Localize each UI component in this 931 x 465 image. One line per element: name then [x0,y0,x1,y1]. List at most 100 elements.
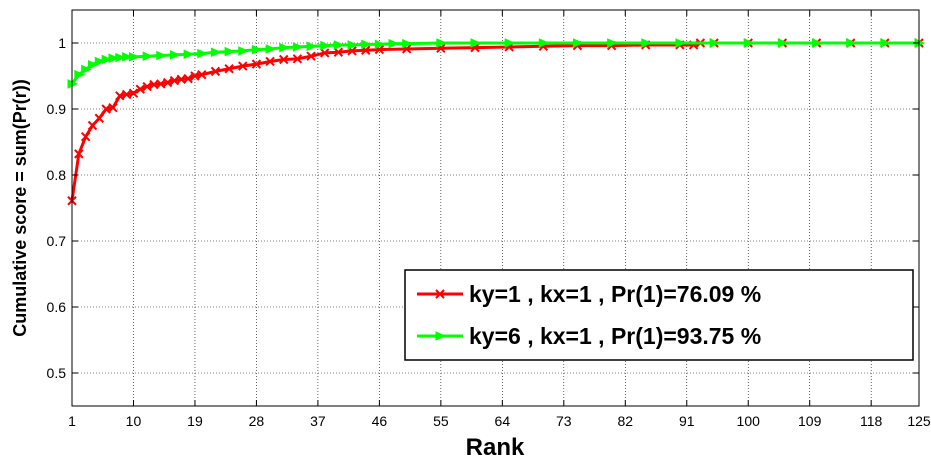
data-point [435,331,447,341]
data-point [169,75,180,86]
x-tick-label: 37 [310,413,326,429]
data-point [108,102,118,113]
data-point [279,42,290,53]
data-point [641,38,653,48]
data-point [122,52,133,62]
x-tick-label: 19 [187,413,203,429]
data-point [169,50,181,60]
data-point [320,48,330,58]
data-point [436,38,448,48]
data-point [101,54,113,65]
data-point [87,120,98,131]
data-point [251,44,263,55]
data-point [80,132,91,142]
series-lines [67,38,926,206]
data-point [121,89,132,100]
data-point [238,46,249,56]
data-point [238,61,248,71]
data-point [435,289,445,299]
data-point [142,51,154,61]
data-point [115,91,125,101]
y-tick-label: 0.5 [47,365,67,381]
data-point [94,56,106,67]
legend: ky=1 , kx=1 , Pr(1)=76.09 % ky=6 , kx=1 ,… [404,269,914,361]
data-point [709,38,721,48]
data-point [197,69,207,80]
x-tick-label: 10 [126,413,142,429]
data-point [777,38,789,48]
data-point [333,47,344,57]
data-point [402,38,413,49]
data-point [128,88,139,98]
data-point [224,46,236,57]
data-point [374,39,386,50]
data-point [156,50,168,61]
data-point [320,40,331,51]
data-point [74,69,86,80]
x-tick-label: 1 [68,413,76,429]
legend-entry-1: ky=1 , kx=1 , Pr(1)=76.09 % [417,281,761,307]
x-axis-title: Rank [466,434,525,461]
x-tick-label: 82 [617,413,633,429]
x-tick-label: 64 [495,413,511,429]
data-point [224,64,234,74]
data-point [675,38,687,48]
data-point [108,53,120,63]
plot-frame [71,9,920,407]
data-point [156,79,166,89]
y-tick-label: 0.6 [47,299,67,315]
data-point [94,113,105,123]
data-point [162,77,173,88]
data-point [197,48,209,59]
data-point [210,47,222,58]
data-point [210,66,221,77]
data-point [81,64,92,75]
data-point [306,41,318,52]
x-tick-label: 125 [907,413,931,429]
x-tick-label: 73 [556,413,572,429]
data-point [135,84,146,94]
x-tick-label: 91 [679,413,695,429]
data-point [388,38,400,49]
x-tick-label: 109 [798,413,822,429]
data-point [101,104,111,114]
x-tick-label: 55 [433,413,449,429]
data-point [572,38,584,48]
legend-label: ky=6 , kx=1 , Pr(1)=93.75 % [469,323,761,349]
data-point [880,38,892,48]
data-point [306,51,316,61]
x-tick-label: 28 [249,413,265,429]
data-point [190,71,200,81]
data-point [265,56,275,67]
x-tick-label: 46 [372,413,388,429]
data-point [292,54,303,64]
data-point [115,52,127,63]
data-point [347,40,359,50]
data-point [87,60,99,70]
x-tick-label: 118 [860,413,883,429]
data-point [470,38,482,48]
y-tick-label: 0.7 [47,233,67,249]
data-point [265,44,277,54]
data-point [128,52,140,62]
data-point [183,49,195,59]
data-point [538,38,550,48]
data-point [279,54,289,65]
legend-entry-2: ky=6 , kx=1 , Pr(1)=93.75 % [417,323,761,349]
data-point [846,38,857,48]
data-point [333,40,345,50]
data-point [183,73,193,84]
y-tick-label: 1 [58,35,66,51]
data-point [251,59,262,69]
data-point [361,39,372,50]
y-tick-label: 0.9 [47,101,67,117]
data-point [504,38,516,48]
axes: 1 10 19 28 37 46 55 64 73 82 91 100 109 118 125 0.5 0.6 0… [47,10,931,429]
data-point [812,38,823,48]
x-tick-label: 100 [737,413,761,429]
data-point [74,149,84,159]
y-axis-title: Cumulative score = sum(Pr(r)) [10,79,30,337]
series-2 [67,38,926,89]
data-point [743,38,755,48]
